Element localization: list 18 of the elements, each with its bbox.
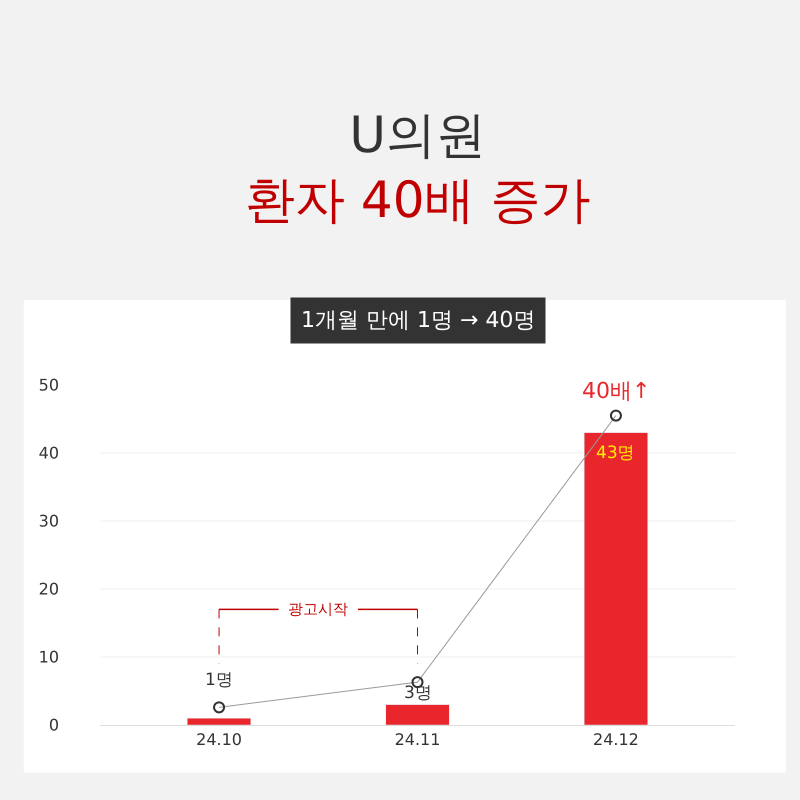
chart-subtitle: 1개월 만에 1명 → 40명	[301, 308, 536, 333]
bar	[187, 718, 252, 725]
y-tick-label: 30	[38, 512, 59, 531]
annotation: 40배↑	[582, 379, 650, 404]
y-tick-label: 20	[38, 580, 59, 599]
x-tick-label: 24.12	[593, 730, 639, 750]
y-tick-label: 10	[38, 648, 59, 667]
data-label: 3명	[404, 683, 432, 703]
y-tick-label: 40	[38, 444, 59, 463]
y-tick-label: 0	[48, 716, 59, 735]
bar	[386, 704, 450, 725]
annotation: 광고시작	[288, 600, 348, 618]
data-label: 43명	[596, 443, 635, 463]
x-tick-label: 24.10	[196, 730, 242, 750]
chart-title: U의원 환자 40배 증가	[245, 106, 590, 229]
data-label: 1명	[205, 670, 233, 690]
y-tick-label: 50	[38, 376, 59, 395]
x-tick-label: 24.11	[394, 730, 440, 750]
